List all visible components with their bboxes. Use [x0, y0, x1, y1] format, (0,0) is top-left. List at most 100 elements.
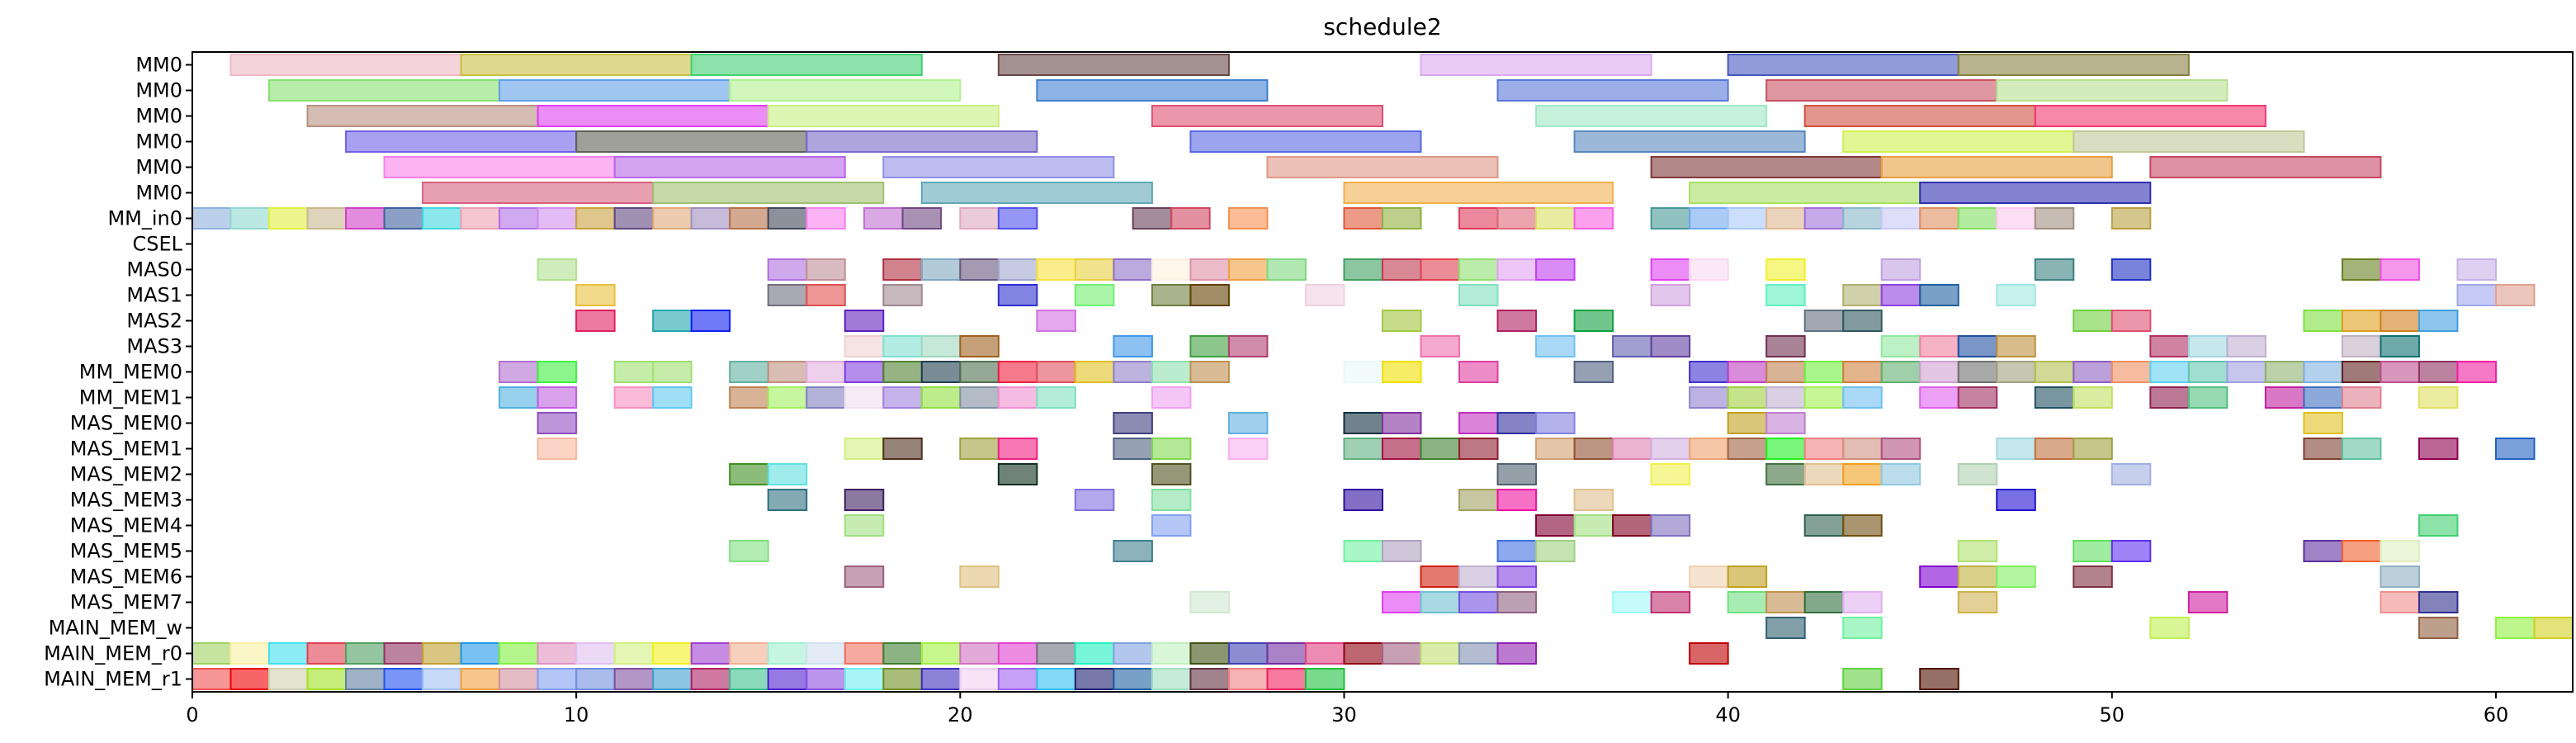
task-bar-row19-4: [1498, 541, 1537, 561]
task-bar-row12-23: [1766, 362, 1805, 382]
task-bar-row6-34: [1805, 208, 1844, 229]
task-bar-row6-12: [653, 208, 692, 229]
task-bar-row9-6: [1152, 285, 1191, 305]
task-bar-row14-1: [1113, 413, 1152, 433]
task-bar-row6-10: [576, 208, 615, 229]
task-bar-row15-10: [1421, 438, 1460, 459]
task-bar-row6-20: [999, 208, 1037, 229]
task-bar-row8-5: [960, 259, 999, 280]
task-bar-row23-34: [1498, 643, 1537, 664]
x-tick-label: 60: [2484, 703, 2509, 726]
task-bar-row15-19: [1805, 438, 1844, 459]
task-bar-row14-10: [2304, 413, 2342, 433]
task-bar-row15-11: [1459, 438, 1498, 459]
task-bar-row0-0: [231, 54, 461, 75]
task-bar-row23-33: [1459, 643, 1498, 664]
task-bar-row24-15: [768, 669, 807, 689]
task-bar-row13-18: [1843, 387, 1882, 408]
task-bar-row24-17: [845, 669, 884, 689]
task-bar-row12-16: [1190, 362, 1229, 382]
task-bar-row20-4: [1498, 566, 1537, 587]
task-bar-row14-4: [1383, 413, 1421, 433]
task-bar-row15-17: [1728, 438, 1767, 459]
task-bar-row17-8: [1997, 490, 2035, 510]
task-bar-row23-6: [423, 643, 461, 664]
task-bar-row23-28: [1267, 643, 1306, 664]
task-bar-row21-9: [1805, 592, 1844, 613]
task-bar-row11-17: [2189, 336, 2228, 357]
task-bar-row24-28: [1267, 669, 1306, 689]
task-bar-row17-2: [1075, 490, 1114, 510]
task-bar-row16-2: [999, 464, 1037, 485]
task-bar-row12-11: [999, 362, 1037, 382]
task-bar-row13-21: [2035, 387, 2074, 408]
task-bar-row11-18: [2227, 336, 2266, 357]
task-bar-row23-2: [269, 643, 308, 664]
row-label: MAS0: [126, 258, 182, 282]
task-bar-row10-7: [1575, 310, 1614, 331]
task-bar-row15-23: [2035, 438, 2074, 459]
task-bar-row13-13: [1152, 387, 1191, 408]
task-bar-row5-1: [653, 182, 883, 203]
task-bar-row6-5: [385, 208, 423, 229]
task-bar-row6-28: [1536, 208, 1575, 229]
task-bar-row23-26: [1190, 643, 1229, 664]
task-bar-row13-12: [1037, 387, 1075, 408]
task-bar-row11-2: [922, 336, 961, 357]
task-bar-row23-19: [922, 643, 961, 664]
task-bar-row12-1: [538, 362, 577, 382]
row-label: MAIN_MEM_r1: [44, 668, 182, 691]
task-bar-row12-32: [2112, 362, 2151, 382]
task-bar-row24-7: [461, 669, 500, 689]
task-bar-row5-0: [423, 182, 653, 203]
task-bar-row9-17: [2496, 285, 2535, 305]
task-bar-row8-16: [1421, 259, 1460, 280]
task-bar-row13-26: [2304, 387, 2342, 408]
task-bar-row21-4: [1498, 592, 1537, 613]
task-bar-row23-12: [653, 643, 692, 664]
task-bar-row15-21: [1882, 438, 1921, 459]
task-bar-row12-10: [960, 362, 999, 382]
task-bar-row14-3: [1344, 413, 1383, 433]
task-bar-row18-2: [1536, 515, 1575, 536]
task-bar-row18-8: [2419, 515, 2458, 536]
task-bar-row16-10: [1959, 464, 1997, 485]
task-bar-row13-0: [499, 387, 538, 408]
task-bar-row8-14: [1344, 259, 1383, 280]
task-bar-row13-3: [653, 387, 692, 408]
task-bar-row13-23: [2150, 387, 2189, 408]
task-bar-row13-9: [922, 387, 961, 408]
task-bar-row16-8: [1843, 464, 1882, 485]
task-bar-row4-6: [2150, 157, 2380, 177]
task-bar-row8-25: [2112, 259, 2151, 280]
task-bar-row13-1: [538, 387, 577, 408]
task-bar-row16-11: [2112, 464, 2151, 485]
task-bar-row19-8: [2112, 541, 2151, 561]
task-bar-row23-1: [231, 643, 270, 664]
task-bar-row20-9: [1997, 566, 2035, 587]
task-bar-row1-0: [269, 80, 499, 101]
task-bar-row10-13: [2342, 310, 2381, 331]
task-bar-row24-31: [1920, 669, 1959, 689]
task-bar-row15-16: [1690, 438, 1728, 459]
task-bar-row21-10: [1843, 592, 1882, 613]
task-bar-row23-11: [615, 643, 654, 664]
task-bar-row17-6: [1498, 490, 1537, 510]
task-bar-row12-3: [653, 362, 692, 382]
task-bar-row17-5: [1459, 490, 1498, 510]
task-bar-row13-11: [999, 387, 1037, 408]
task-bar-row17-3: [1152, 490, 1191, 510]
task-bar-row19-11: [2380, 541, 2419, 561]
task-bar-row23-15: [768, 643, 807, 664]
task-bar-row8-21: [1690, 259, 1728, 280]
task-bar-row15-28: [2496, 438, 2535, 459]
task-bar-row10-1: [653, 310, 692, 331]
task-bar-row10-12: [2304, 310, 2342, 331]
row-label: MM_in0: [107, 207, 182, 230]
task-bar-row10-8: [1805, 310, 1844, 331]
task-bar-row6-1: [231, 208, 270, 229]
row-label: MM0: [135, 182, 182, 205]
task-bar-row24-26: [1190, 669, 1229, 689]
task-bar-row0-5: [1728, 54, 1959, 75]
